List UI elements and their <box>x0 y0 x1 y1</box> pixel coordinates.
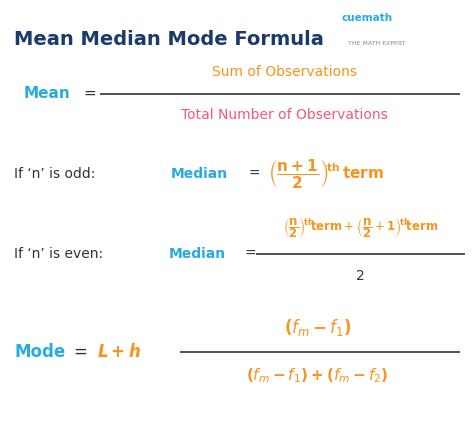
Text: If ‘n’ is odd:: If ‘n’ is odd: <box>14 167 96 181</box>
Text: $\boldsymbol{(f_m - f_1) +(f_m - f_2)}$: $\boldsymbol{(f_m - f_1) +(f_m - f_2)}$ <box>246 366 389 385</box>
Text: Median: Median <box>168 247 226 261</box>
Text: Mean Median Mode Formula: Mean Median Mode Formula <box>14 30 324 49</box>
Text: $\left(\dfrac{\mathbf{n+1}}{\mathbf{2}}\right)^{\!\mathbf{th}}$$\,\mathbf{term}$: $\left(\dfrac{\mathbf{n+1}}{\mathbf{2}}\… <box>268 157 384 190</box>
Text: Mean: Mean <box>24 86 71 101</box>
Text: Median: Median <box>171 167 228 181</box>
Text: =: = <box>73 342 87 361</box>
Text: $\boldsymbol{(f_m - f_1)}$: $\boldsymbol{(f_m - f_1)}$ <box>284 317 351 338</box>
Text: cuemath: cuemath <box>341 13 392 23</box>
Text: Sum of Observations: Sum of Observations <box>212 65 357 79</box>
Text: $\left(\dfrac{\mathbf{n}}{\mathbf{2}}\right)^{\!\mathbf{th}}\!\!\mathbf{term}+\l: $\left(\dfrac{\mathbf{n}}{\mathbf{2}}\ri… <box>283 216 438 240</box>
Text: THE MATH EXPERT: THE MATH EXPERT <box>348 41 406 46</box>
Text: =: = <box>249 167 261 181</box>
Text: 2: 2 <box>356 269 365 283</box>
Text: Mode: Mode <box>14 342 65 361</box>
Text: =: = <box>244 247 256 261</box>
Text: If ‘n’ is even:: If ‘n’ is even: <box>14 247 103 261</box>
Text: $\boldsymbol{L + h}$: $\boldsymbol{L + h}$ <box>97 342 141 361</box>
Text: =: = <box>83 86 96 101</box>
Text: Total Number of Observations: Total Number of Observations <box>181 108 388 122</box>
